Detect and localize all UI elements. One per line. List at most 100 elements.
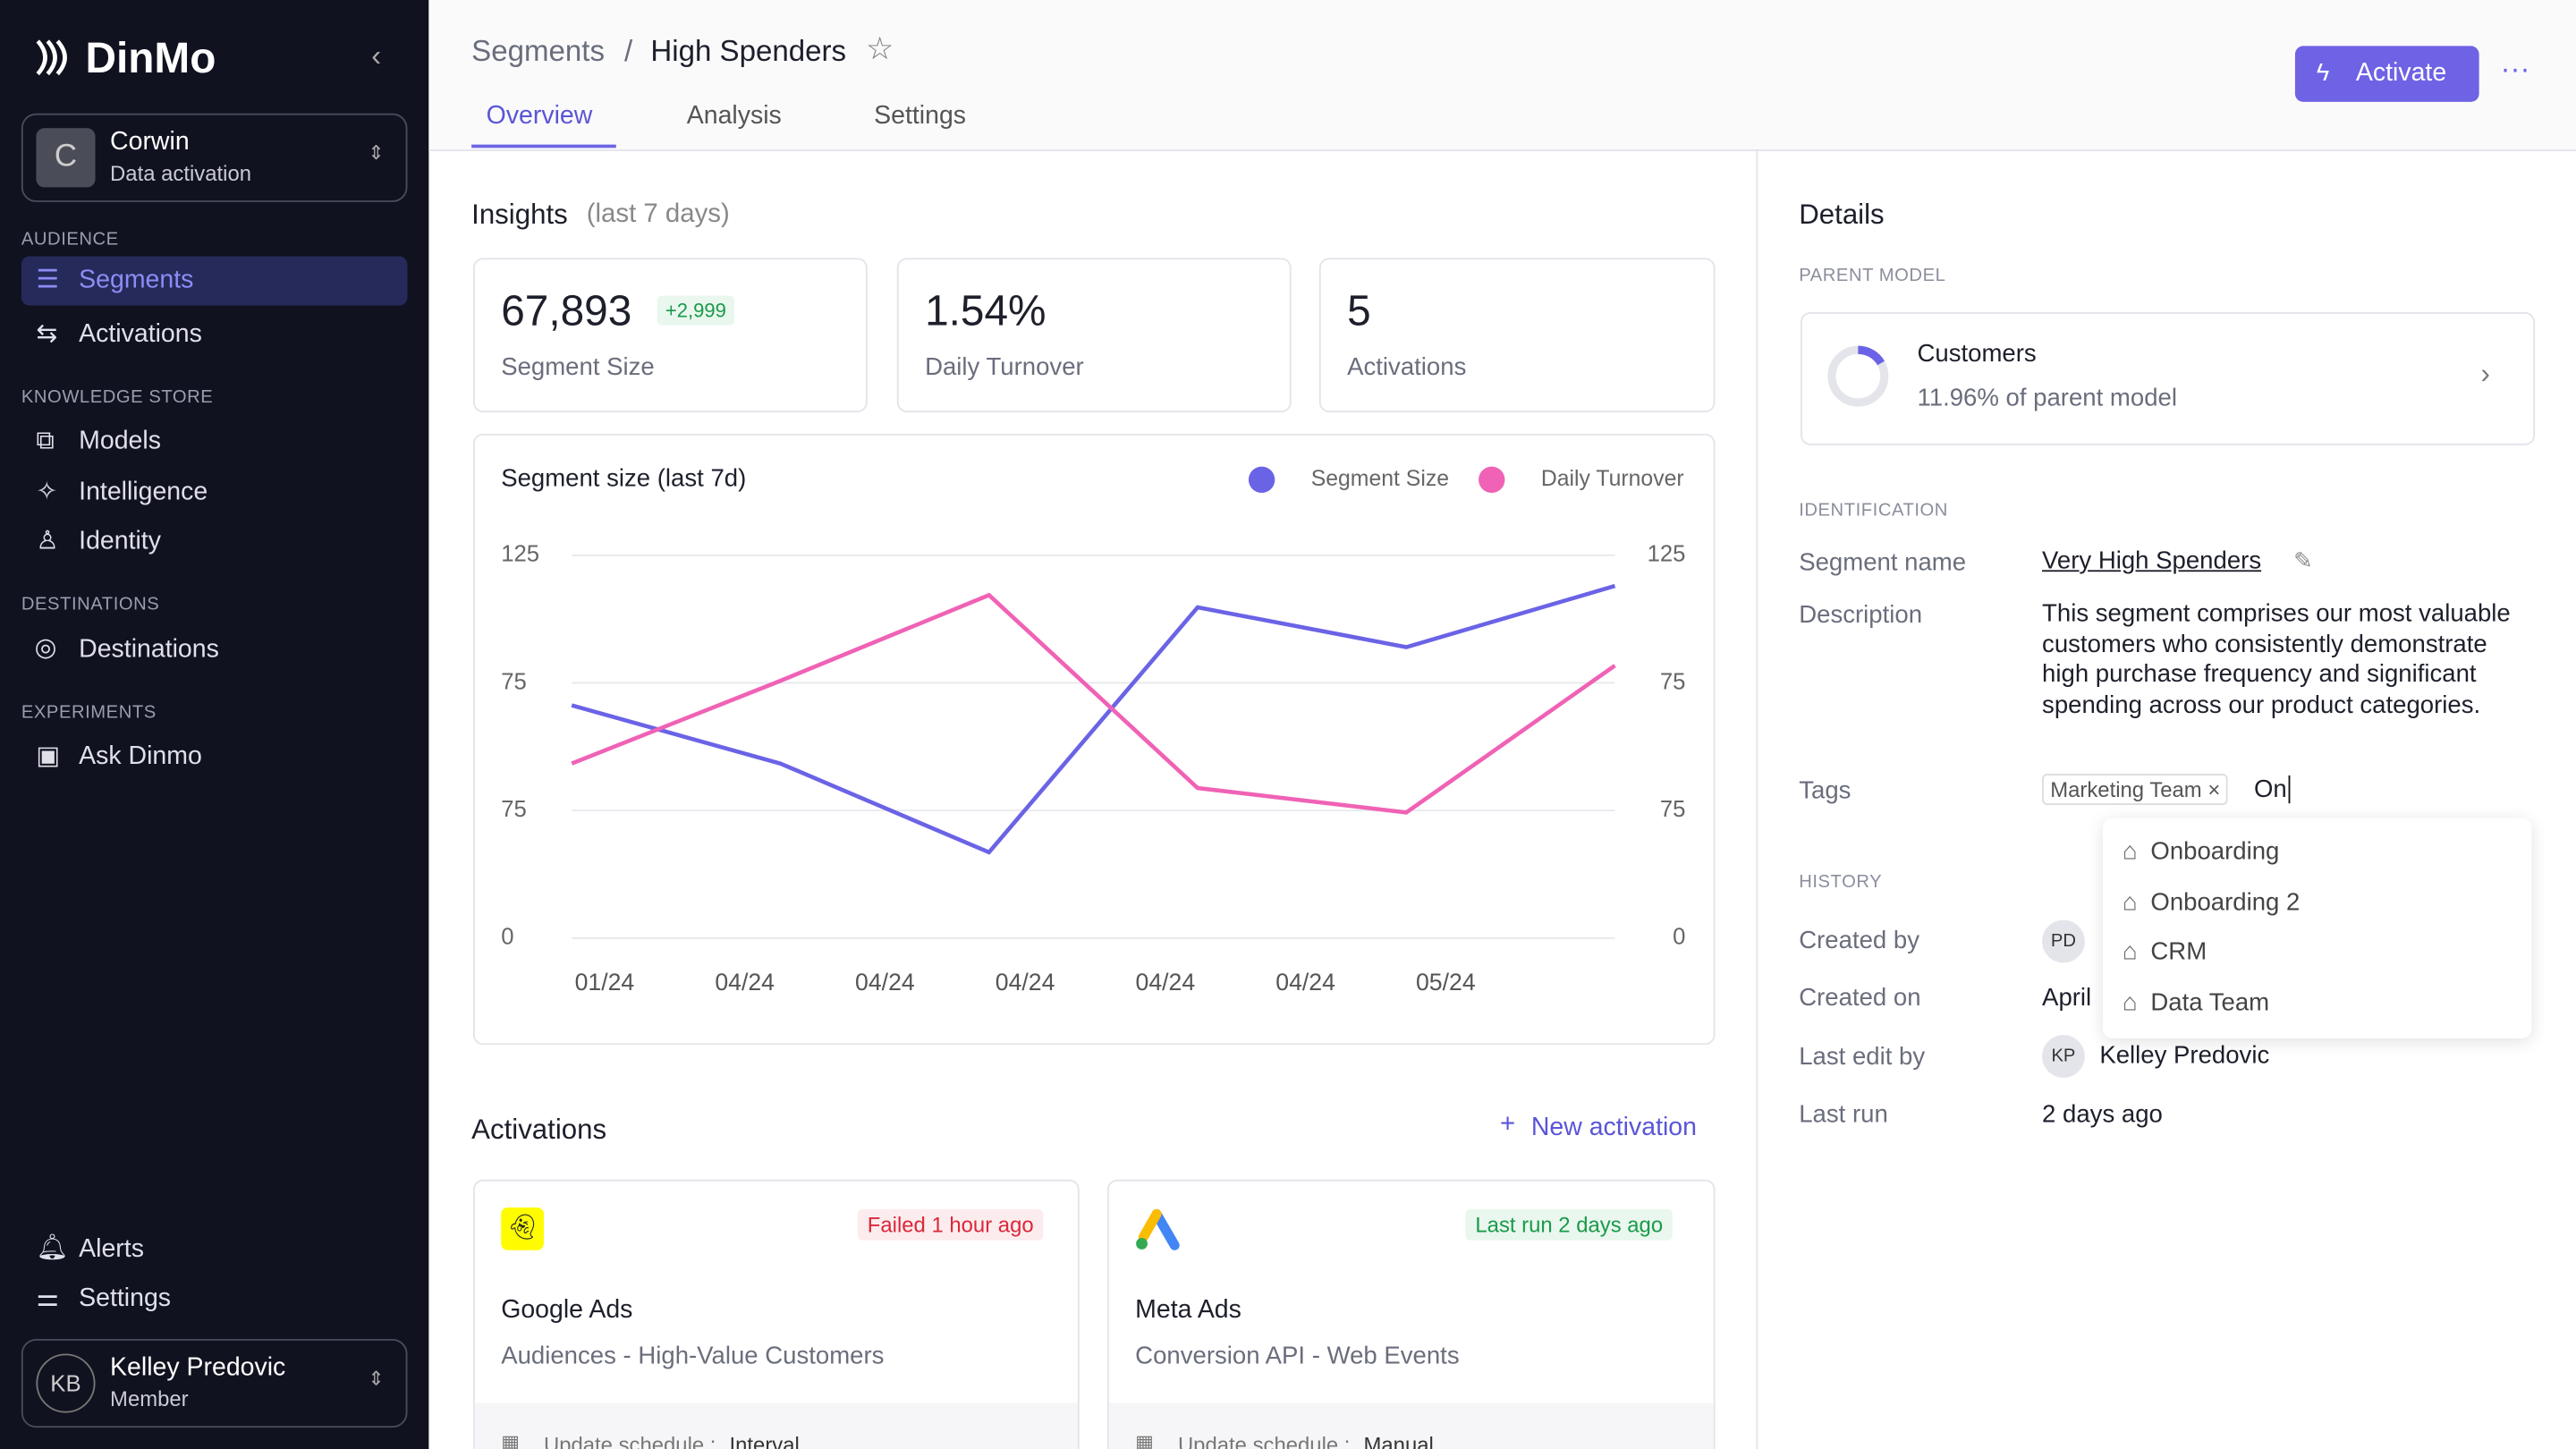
stat-card [472,258,868,413]
user-name: Kelley Predovic [110,1353,286,1382]
cal-icon: ▦ [1135,1430,1155,1449]
schedule: Manual [1363,1432,1434,1449]
activate-button[interactable] [2294,46,2479,102]
star[interactable]: ☆ [865,32,894,68]
nav-icon: ⇆ [36,320,58,349]
last-run: 2 days ago [2042,1100,2163,1129]
nav-item[interactable]: Activations [79,320,202,349]
edit-icon[interactable]: ✎ [2293,547,2313,574]
avatar: KP [2042,1035,2085,1078]
tag: Marketing Team × [2042,774,2229,806]
y-tick-label: 125 [501,542,539,567]
y-tick-label: 75 [501,669,527,694]
x-tick-label: 04/24 [1275,969,1335,996]
nav-icon: ✧ [36,478,58,506]
heading: PARENT MODEL [1799,266,1946,286]
activate-label: Activate [2355,59,2447,88]
activation-desc: Audiences - High-Value Customers [501,1342,885,1370]
collapse[interactable]: ‹ [371,39,382,72]
new-activation[interactable]: New activation [1530,1114,1697,1142]
user-role: Member [110,1386,189,1411]
stat-value: 67,893 [501,285,632,335]
x-tick-label: 04/24 [715,969,775,996]
parent-card[interactable] [1801,311,2536,445]
tab[interactable]: Overview [486,101,593,131]
x-tick-label: 01/24 [575,969,635,996]
section: AUDIENCE [21,230,119,250]
workspace-initial: C [36,128,96,188]
tab[interactable]: Settings [874,101,967,131]
status: Failed 1 hour ago [857,1208,1044,1241]
nav-item[interactable]: Destinations [79,635,219,665]
last-edit: Kelley Predovic [2099,1041,2270,1070]
stat-card [896,258,1292,413]
suggestion[interactable]: ⌂ Onboarding [2123,838,2279,866]
created-on: April [2042,984,2092,1013]
field-label: Tags [1799,776,1852,806]
chevron: ⇕ [368,140,385,165]
x-tick-label: 04/24 [1136,969,1196,996]
section: KNOWLEDGE STORE [21,387,214,408]
nav-item[interactable]: Identity [79,527,161,555]
more[interactable]: ··· [2500,52,2530,86]
y-tick-label: 0 [501,925,513,950]
nav-icon: ▣ [36,742,61,771]
cal-icon: ▦ [501,1430,521,1449]
google-ads-icon [1136,1208,1180,1250]
section: DESTINATIONS [21,594,160,614]
nav-item[interactable]: Models [79,427,161,455]
parent-share: 11.96% of parent model [1917,384,2177,413]
schedule: Interval [729,1432,800,1449]
status: Last run 2 days ago [1465,1208,1674,1241]
x-tick-label: 04/24 [855,969,915,996]
donut [1827,345,1889,407]
suggestion[interactable]: ⌂ Data Team [2123,988,2269,1016]
nav-item[interactable]: Intelligence [79,478,208,506]
y-tick-label: 75 [501,797,527,822]
chart: Segment size (last 7d) 125 125 75 75 75 75 0 0 0… [501,464,1686,996]
nav-icon: ☰ [36,266,59,294]
crumb[interactable]: Segments [471,34,606,68]
tab-underline [471,144,616,148]
insights-period: (last 7 days) [586,200,730,229]
suggestion[interactable]: ⌂ Onboarding 2 [2123,888,2300,916]
workspace-sub: Data activation [110,161,252,186]
stat-label: Segment Size [501,352,655,382]
nav-item[interactable]: Ask Dinmo [79,742,202,771]
nav-item[interactable]: Alerts [79,1235,144,1264]
line-series [571,583,1616,855]
tag-icon: ⌂ [2123,837,2138,866]
stat-card [1318,258,1716,413]
nav-item[interactable]: Settings [79,1284,172,1313]
field-label: Created on [1799,984,1921,1013]
plus: + [1499,1110,1516,1139]
activation-desc: Conversion API - Web Events [1135,1342,1460,1370]
snapchat-icon: 👻︎ [501,1208,544,1250]
insights-title: Insights [471,199,568,231]
description: This segment comprises our most valuable… [2042,599,2511,719]
chevron: ⇕ [368,1367,385,1390]
suggestion[interactable]: ⌂ CRM [2123,938,2207,966]
user-avatar: KB [36,1353,96,1413]
bolt: ϟ [2316,59,2330,88]
user[interactable] [21,1338,408,1428]
y2-tick-label: 75 [1660,669,1686,694]
stat-label: Activations [1347,352,1467,382]
suggestion-text: CRM [2150,937,2207,967]
field-label: Segment name [1799,548,1967,577]
nav-item[interactable]: Segments [79,266,194,294]
x-tick-label: 05/24 [1416,969,1476,996]
sidebar: DinMo ‹ C Corwin Data activation ⇕ AUDIE… [0,0,429,1449]
y2-tick-label: 125 [1648,542,1686,567]
y2-tick-label: 0 [1673,925,1685,950]
crumb-current: High Spenders [650,34,847,68]
workspace[interactable] [21,113,408,202]
segment-name[interactable]: Very High Spenders [2042,547,2262,575]
tab[interactable]: Analysis [686,101,782,131]
schedule-label: Update schedule : [1177,1432,1351,1449]
nav-icon: ⚌ [36,1284,59,1313]
section: EXPERIMENTS [21,703,157,724]
tag-input[interactable]: On [2254,775,2291,804]
y2-tick-label: 75 [1660,797,1686,822]
